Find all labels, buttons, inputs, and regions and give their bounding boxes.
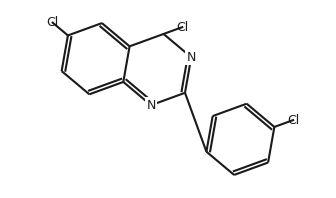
- Text: N: N: [186, 51, 196, 64]
- Text: Cl: Cl: [176, 21, 188, 34]
- Text: Cl: Cl: [287, 114, 299, 127]
- Text: N: N: [146, 99, 156, 112]
- Text: Cl: Cl: [47, 16, 59, 29]
